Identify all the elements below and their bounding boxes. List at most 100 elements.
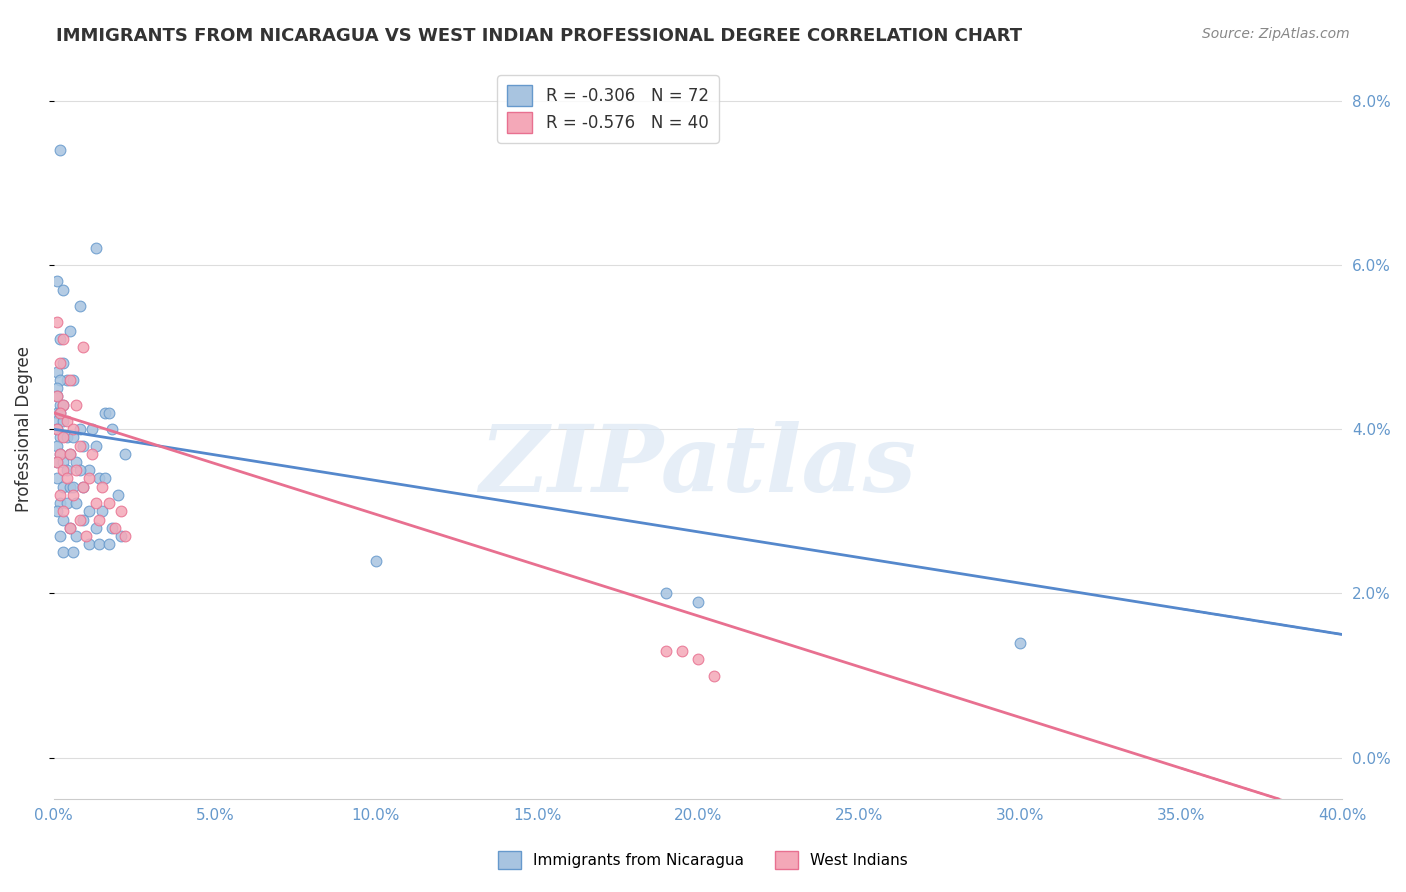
Point <box>72 512 94 526</box>
Point <box>52 430 75 444</box>
Point <box>62 430 84 444</box>
Point <box>52 504 75 518</box>
Point <box>703 668 725 682</box>
Legend: Immigrants from Nicaragua, West Indians: Immigrants from Nicaragua, West Indians <box>492 845 914 875</box>
Point <box>114 447 136 461</box>
Point <box>46 389 69 403</box>
Text: IMMIGRANTS FROM NICARAGUA VS WEST INDIAN PROFESSIONAL DEGREE CORRELATION CHART: IMMIGRANTS FROM NICARAGUA VS WEST INDIAN… <box>56 27 1022 45</box>
Point <box>46 274 69 288</box>
Point <box>77 504 100 518</box>
Point <box>49 529 72 543</box>
Point <box>46 381 69 395</box>
Point <box>110 529 132 543</box>
Text: Source: ZipAtlas.com: Source: ZipAtlas.com <box>1202 27 1350 41</box>
Point <box>364 553 387 567</box>
Point <box>49 406 72 420</box>
Point <box>110 504 132 518</box>
Point <box>101 521 124 535</box>
Point <box>77 463 100 477</box>
Legend: R = -0.306   N = 72, R = -0.576   N = 40: R = -0.306 N = 72, R = -0.576 N = 40 <box>498 75 718 143</box>
Point <box>52 512 75 526</box>
Point <box>655 644 678 658</box>
Point <box>46 315 69 329</box>
Point <box>688 594 710 608</box>
Point <box>72 439 94 453</box>
Point <box>87 537 110 551</box>
Point <box>104 521 127 535</box>
Point <box>46 422 69 436</box>
Point <box>52 356 75 370</box>
Point <box>49 143 72 157</box>
Point <box>69 439 91 453</box>
Point <box>655 586 678 600</box>
Point <box>65 463 87 477</box>
Point <box>107 488 129 502</box>
Point <box>46 389 69 403</box>
Point <box>84 242 107 256</box>
Point <box>52 455 75 469</box>
Point <box>46 414 69 428</box>
Point <box>49 447 72 461</box>
Point <box>52 332 75 346</box>
Point <box>55 430 77 444</box>
Point <box>65 529 87 543</box>
Point <box>59 521 82 535</box>
Point <box>46 406 69 420</box>
Point <box>59 480 82 494</box>
Point <box>46 455 69 469</box>
Point <box>52 463 75 477</box>
Point <box>77 471 100 485</box>
Point <box>59 373 82 387</box>
Point <box>69 463 91 477</box>
Point <box>94 406 117 420</box>
Point <box>55 471 77 485</box>
Point <box>49 447 72 461</box>
Point <box>55 373 77 387</box>
Point <box>49 332 72 346</box>
Point <box>97 537 120 551</box>
Point <box>49 373 72 387</box>
Point <box>49 488 72 502</box>
Point <box>52 480 75 494</box>
Point <box>65 398 87 412</box>
Point <box>72 480 94 494</box>
Y-axis label: Professional Degree: Professional Degree <box>15 346 32 512</box>
Point <box>52 283 75 297</box>
Point <box>59 521 82 535</box>
Point <box>87 512 110 526</box>
Point <box>94 471 117 485</box>
Point <box>59 447 82 461</box>
Point <box>52 398 75 412</box>
Point <box>101 422 124 436</box>
Point <box>62 373 84 387</box>
Point <box>69 422 91 436</box>
Point <box>69 512 91 526</box>
Point <box>688 652 710 666</box>
Point <box>97 496 120 510</box>
Point <box>55 414 77 428</box>
Point <box>55 463 77 477</box>
Point <box>62 488 84 502</box>
Point <box>65 496 87 510</box>
Point <box>82 447 104 461</box>
Point <box>46 455 69 469</box>
Point <box>49 496 72 510</box>
Point <box>59 447 82 461</box>
Point <box>84 496 107 510</box>
Point <box>52 414 75 428</box>
Point <box>75 529 97 543</box>
Point <box>114 529 136 543</box>
Text: ZIPatlas: ZIPatlas <box>479 421 917 511</box>
Point <box>49 356 72 370</box>
Point <box>82 422 104 436</box>
Point <box>1010 636 1032 650</box>
Point <box>671 644 693 658</box>
Point <box>87 471 110 485</box>
Point <box>62 480 84 494</box>
Point <box>69 299 91 313</box>
Point <box>46 365 69 379</box>
Point <box>46 471 69 485</box>
Point <box>97 406 120 420</box>
Point <box>49 430 72 444</box>
Point <box>62 422 84 436</box>
